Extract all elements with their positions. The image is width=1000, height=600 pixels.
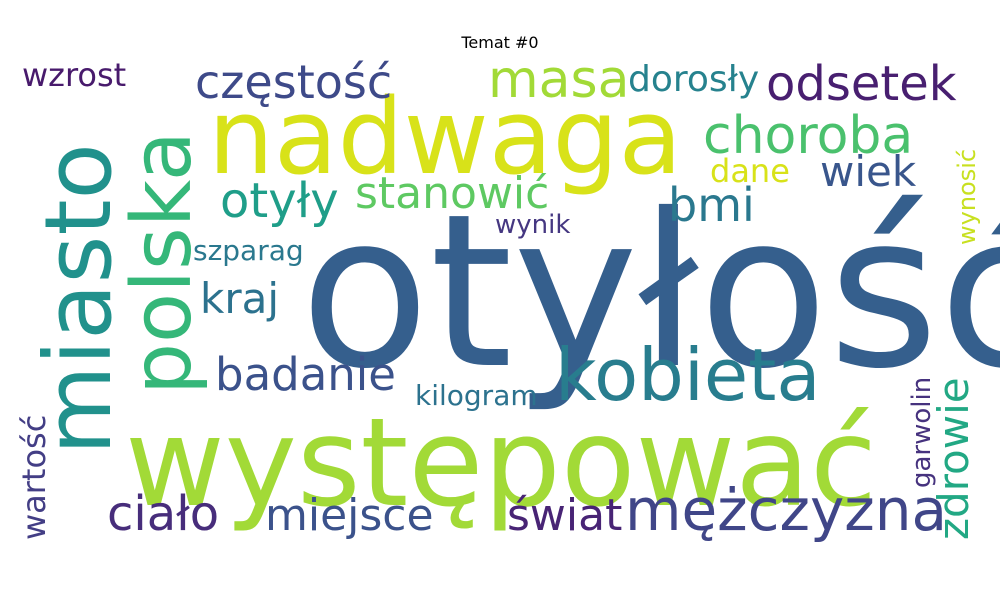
word-15: zdrowie [929, 377, 978, 540]
word-17: miejsce [265, 490, 434, 541]
word-26: szparag [193, 234, 304, 267]
word-23: wartość [15, 415, 53, 540]
chart-title: Temat #0 [461, 33, 539, 52]
word-21: dorosły [628, 59, 759, 100]
word-16: świat [507, 490, 622, 541]
word-20: kraj [200, 274, 279, 323]
word-1: występować [125, 392, 877, 534]
word-5: kobieta [555, 333, 821, 417]
word-14: stanowić [355, 168, 549, 219]
word-7: masa [488, 50, 629, 110]
word-6: mężczyzna [625, 476, 947, 544]
word-22: wzrost [22, 56, 126, 94]
word-10: częstość [195, 55, 392, 109]
word-24: dane [710, 152, 790, 190]
word-18: bmi [668, 178, 755, 232]
word-9: odsetek [766, 56, 957, 112]
word-29: wynosić [953, 149, 981, 245]
word-12: ciało [107, 486, 219, 542]
word-28: wynik [495, 210, 570, 240]
word-25: kilogram [415, 379, 538, 412]
word-2: nadwaga [208, 76, 682, 198]
word-27: garwolin [907, 377, 937, 488]
word-13: badanie [215, 348, 396, 401]
word-0: otyłość [300, 168, 1000, 415]
word-11: otyły [220, 173, 339, 229]
word-3: miasto [25, 143, 132, 455]
word-19: wiek [820, 147, 917, 196]
word-4: polska [115, 131, 210, 395]
word-8: choroba [703, 106, 913, 166]
